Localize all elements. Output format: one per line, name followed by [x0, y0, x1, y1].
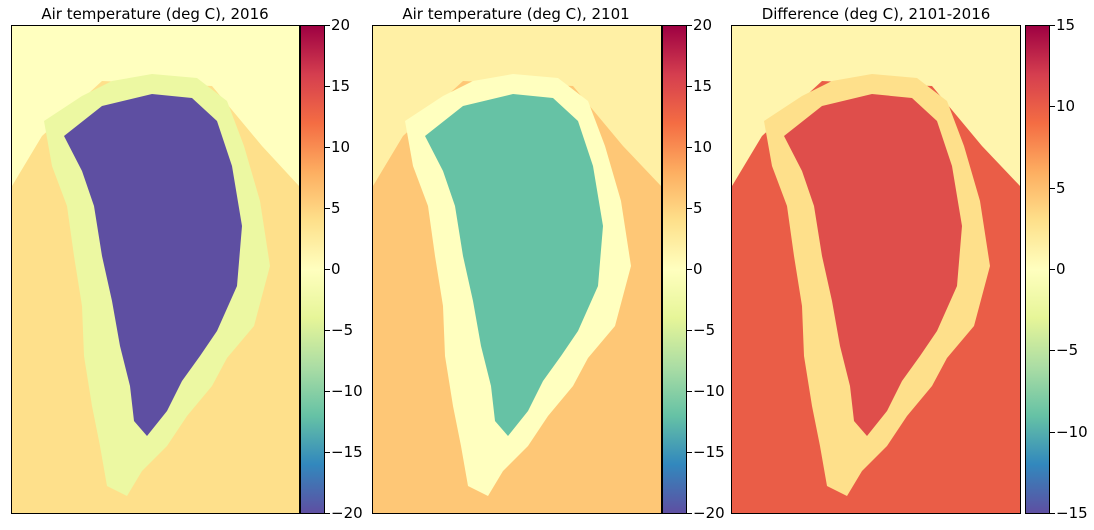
- colorbar-tick-label: 0: [1056, 260, 1066, 278]
- map-svg-2101: [373, 26, 661, 513]
- ice-sheet-interior: [64, 94, 242, 436]
- colorbar-tick: [1050, 25, 1055, 26]
- colorbar-tick-label: 10: [693, 138, 713, 156]
- colorbar-tick: [687, 208, 692, 209]
- colorbar-tick: [687, 25, 692, 26]
- colorbar-tick-label: 15: [1056, 16, 1076, 34]
- panel-title-2101: Air temperature (deg C), 2101: [402, 5, 630, 23]
- colorbar-tick: [1050, 187, 1055, 189]
- colorbar-2101: [662, 25, 687, 514]
- temperature-map-difference: [731, 25, 1021, 514]
- colorbar-tick-label: 5: [693, 199, 703, 217]
- colorbar-tick-label: −10: [693, 382, 725, 400]
- north-ocean-fan: [12, 26, 299, 186]
- colorbar-tick: [325, 25, 330, 26]
- panel-title-difference: Difference (deg C), 2101-2016: [761, 5, 991, 23]
- colorbar-tick-label: 10: [1056, 97, 1076, 116]
- colorbar-tick: [687, 330, 692, 331]
- colorbar-tick: [1050, 269, 1055, 270]
- colorbar-tick-label: 5: [1056, 178, 1066, 197]
- colorbar-tick: [325, 391, 330, 392]
- colorbar-tick: [325, 452, 330, 453]
- colorbar-tick: [687, 86, 692, 87]
- colorbar-tick: [325, 147, 330, 148]
- ice-sheet-interior: [784, 94, 962, 436]
- colorbar-tick-label: −10: [331, 382, 363, 400]
- colorbar-tick-label: 20: [693, 16, 713, 34]
- colorbar-2016: [300, 25, 325, 514]
- colorbar-tick-label: −5: [331, 321, 354, 339]
- colorbar-tick: [687, 513, 692, 514]
- colorbar-tick: [1050, 431, 1055, 433]
- colorbar-tick: [325, 208, 330, 209]
- temperature-map-2016: [11, 25, 300, 514]
- colorbar-tick: [325, 86, 330, 87]
- colorbar-tick-label: 0: [331, 260, 341, 278]
- colorbar-tick-label: −5: [693, 321, 716, 339]
- colorbar-tick-label: 0: [693, 260, 703, 278]
- panel-title-2016: Air temperature (deg C), 2016: [41, 5, 269, 23]
- ice-sheet-interior: [425, 94, 603, 436]
- colorbar-tick: [1050, 513, 1055, 514]
- colorbar-tick-label: −15: [331, 443, 363, 461]
- colorbar-tick: [325, 269, 330, 270]
- colorbar-tick: [687, 147, 692, 148]
- colorbar-tick-label: −10: [1056, 422, 1088, 441]
- colorbar-tick-label: −5: [1056, 341, 1079, 360]
- colorbar-tick-label: 15: [331, 77, 351, 95]
- colorbar-tick-label: −20: [331, 504, 363, 522]
- colorbar-tick: [687, 269, 692, 270]
- colorbar-tick-label: 5: [331, 199, 341, 217]
- colorbar-tick: [325, 330, 330, 331]
- colorbar-difference: [1025, 25, 1050, 514]
- colorbar-tick: [1050, 106, 1055, 108]
- colorbar-tick-label: 15: [693, 77, 713, 95]
- colorbar-tick-label: −15: [693, 443, 725, 461]
- colorbar-tick: [687, 452, 692, 453]
- colorbar-tick: [1050, 350, 1055, 352]
- colorbar-tick-label: 10: [331, 138, 351, 156]
- north-ocean-fan: [732, 26, 1020, 186]
- colorbar-tick-label: −15: [1056, 504, 1088, 522]
- colorbar-tick: [325, 513, 330, 514]
- map-svg-difference: [732, 26, 1020, 513]
- colorbar-tick-label: −20: [693, 504, 725, 522]
- north-ocean-fan: [373, 26, 661, 186]
- colorbar-tick: [687, 391, 692, 392]
- map-svg-2016: [12, 26, 299, 513]
- colorbar-tick-label: 20: [331, 16, 351, 34]
- temperature-map-2101: [372, 25, 662, 514]
